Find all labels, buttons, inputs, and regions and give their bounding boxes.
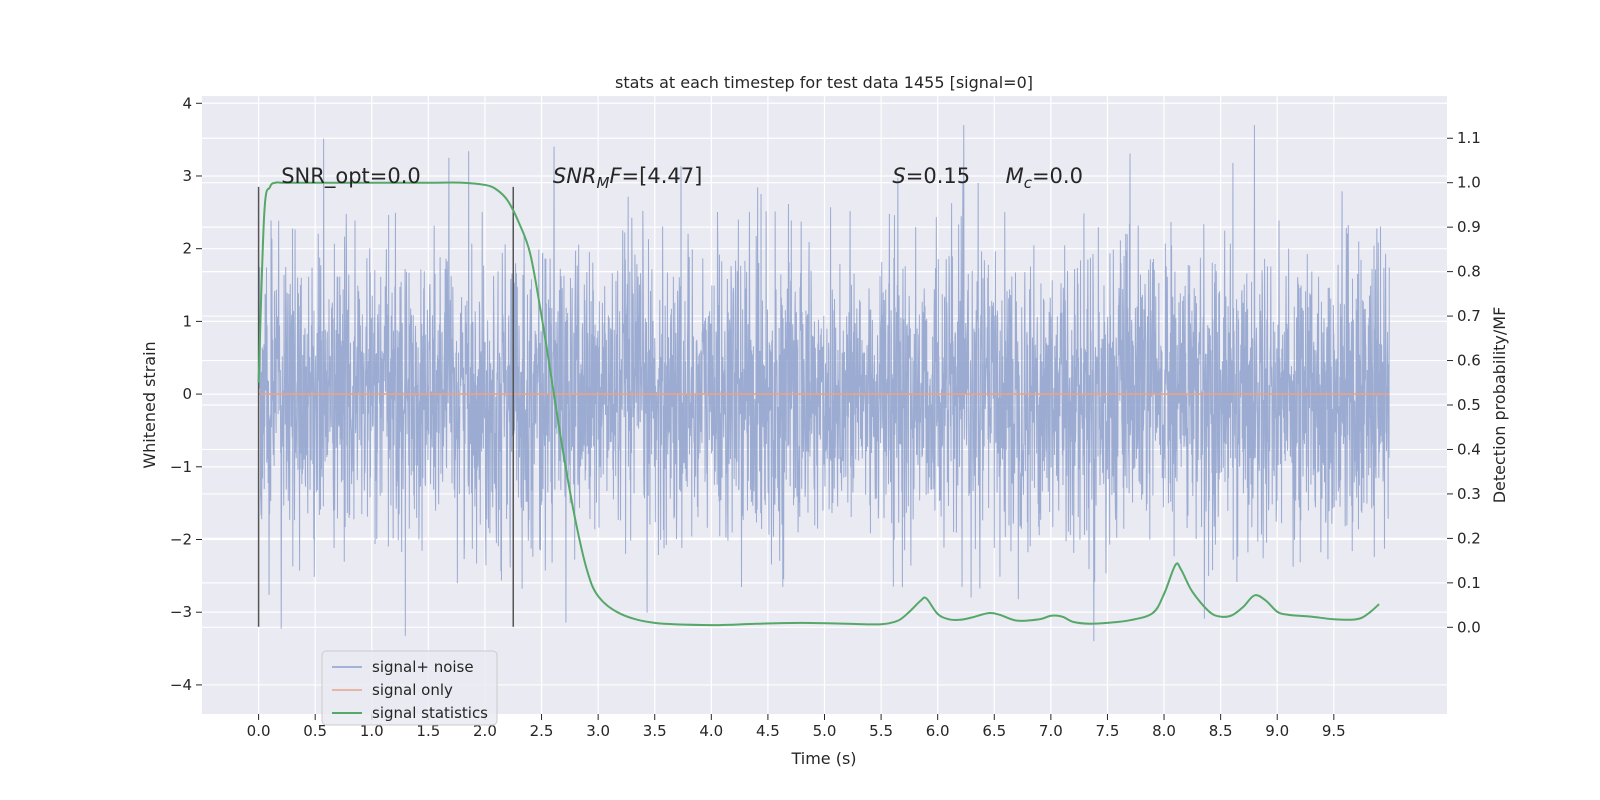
- x-tick-label: 9.5: [1322, 722, 1346, 740]
- vertical-markers: [257, 186, 514, 627]
- y2-tick-label: 0.4: [1457, 440, 1481, 458]
- y2-tick-label: 0.5: [1457, 396, 1481, 414]
- x-tick-label: 2.5: [530, 722, 554, 740]
- y2-axis-label: Detection probability/MF: [1490, 307, 1509, 504]
- y-tick-label: 3: [182, 167, 192, 185]
- x-tick-label: 3.0: [586, 722, 610, 740]
- s-annotation: S=0.15: [892, 164, 970, 188]
- mc-annotation: Mc=0.0: [1006, 164, 1083, 192]
- x-tick-label: 8.0: [1152, 722, 1176, 740]
- y-tick-label: −3: [170, 603, 192, 621]
- legend-entry: signal+ noise: [372, 658, 474, 676]
- x-tick-label: 0.5: [303, 722, 327, 740]
- y-tick-label: −2: [170, 531, 192, 549]
- x-tick-label: 5.0: [813, 722, 837, 740]
- y2-tick-label: 0.2: [1457, 529, 1481, 547]
- y2-tick-label: 0.6: [1457, 352, 1481, 370]
- signal-statistics-line: [257, 181, 1380, 627]
- x-tick-label: 5.5: [869, 722, 893, 740]
- y2-tick-label: 0.3: [1457, 485, 1481, 503]
- axes: 0.0 0.5 1.0 1.5 2.0 2.5 3.0 3.5 4.0 4.5 5.0 5.5 6.0 6…: [170, 94, 1481, 740]
- x-tick-label: 2.0: [473, 722, 497, 740]
- x-tick-label: 1.5: [416, 722, 440, 740]
- y2-tick-label: 0.9: [1457, 218, 1481, 236]
- y-tick-label: 4: [182, 94, 192, 112]
- snr-opt-annotation: SNR_opt=0.0: [281, 164, 421, 189]
- y2-tick-label: 0.1: [1457, 574, 1481, 592]
- annotations: SNR_opt=0.0 SNRMF=[4.47] S=0.15 Mc=0.0: [281, 164, 1083, 192]
- y2-tick-label: 1.1: [1457, 129, 1481, 147]
- x-tick-label: 4.5: [756, 722, 780, 740]
- x-tick-label: 6.5: [982, 722, 1006, 740]
- x-tick-label: 3.5: [643, 722, 667, 740]
- x-tick-label: 1.0: [360, 722, 384, 740]
- legend: signal+ noise signal only signal statistic…: [321, 650, 498, 726]
- legend-entry: signal statistics: [372, 704, 488, 722]
- y-axis-label: Whitened strain: [140, 341, 159, 468]
- y-tick-label: −4: [170, 676, 192, 694]
- x-tick-label: 6.0: [926, 722, 950, 740]
- x-tick-label: 0.0: [247, 722, 271, 740]
- y2-tick-label: 0.0: [1457, 618, 1481, 636]
- signal-statistics-series: [257, 181, 1380, 627]
- y2-tick-label: 0.8: [1457, 263, 1481, 281]
- signal-noise-line: [258, 125, 1390, 642]
- y2-tick-label: 0.7: [1457, 307, 1481, 325]
- x-axis-label: Time (s): [790, 749, 856, 768]
- x-tick-label: 9.0: [1265, 722, 1289, 740]
- x-tick-label: 4.0: [699, 722, 723, 740]
- y2-tick-label: 1.0: [1457, 174, 1481, 192]
- snr-mf-annotation: SNRMF=[4.47]: [553, 164, 702, 192]
- x-tick-label: 7.5: [1096, 722, 1120, 740]
- legend-box: [321, 650, 498, 726]
- x-tick-label: 8.5: [1209, 722, 1233, 740]
- y-tick-label: 2: [182, 240, 192, 258]
- y-tick-label: 1: [182, 312, 192, 330]
- y-tick-label: 0: [182, 385, 192, 403]
- signal-noise-series: [258, 125, 1390, 642]
- x-tick-label: 7.0: [1039, 722, 1063, 740]
- chart-title: stats at each timestep for test data 145…: [615, 73, 1033, 92]
- y-tick-label: −1: [170, 458, 192, 476]
- legend-entry: signal only: [372, 681, 453, 699]
